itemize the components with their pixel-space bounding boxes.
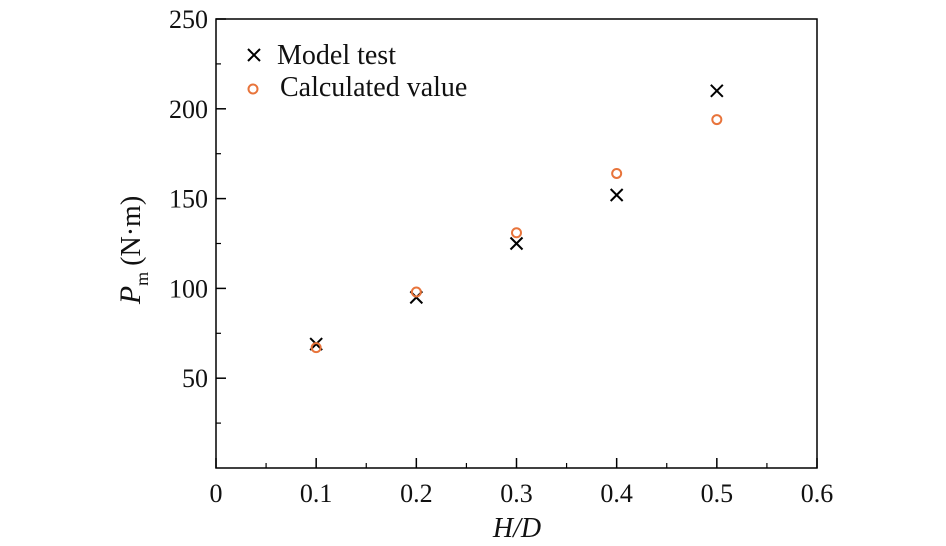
- legend-circle-marker: [247, 83, 259, 95]
- y-tick-label: 50: [182, 364, 208, 393]
- data-points: [309, 84, 724, 354]
- axis-ticks: [215, 18, 818, 468]
- y-tick-label: 250: [169, 5, 208, 34]
- x-tick-label: 0.2: [400, 479, 433, 508]
- y-tick-label: 100: [169, 274, 208, 303]
- legend-marker-calculated-value: [247, 83, 259, 95]
- y-axis-title-unit: (N·m): [116, 196, 147, 266]
- legend-marker-model-test: [247, 48, 261, 62]
- legend-x-marker: [247, 48, 261, 62]
- calculated-value-point: [711, 114, 723, 126]
- legend-label-calculated-value: Calculated value: [280, 72, 467, 103]
- y-axis-title-subscript: m: [132, 272, 152, 286]
- axis-tick-labels: 0 0.1 0.2 0.3 0.4 0.5 0.6 50 100 150 200 250: [169, 5, 833, 508]
- x-tick-label: 0.1: [300, 479, 333, 508]
- model-test-point: [609, 188, 624, 202]
- calculated-value-point: [511, 227, 522, 239]
- y-tick-label: 200: [169, 95, 208, 124]
- y-axis-title: Pm (N·m): [114, 196, 152, 305]
- x-tick-label: 0.6: [801, 479, 834, 508]
- model-test-point: [710, 84, 724, 98]
- y-tick-label: 150: [169, 185, 208, 214]
- model-test-point: [509, 236, 524, 251]
- x-axis-title: H/D: [492, 513, 541, 544]
- legend-label-model-test: Model test: [277, 40, 396, 71]
- x-tick-label: 0: [210, 479, 223, 508]
- svg-text:Pm(N·m): Pm (N·m): [114, 196, 152, 305]
- legend: Model test Calculated value: [247, 40, 467, 103]
- x-tick-label: 0.3: [500, 479, 533, 508]
- y-axis-title-main: P: [114, 286, 147, 305]
- calculated-value-point: [310, 342, 322, 354]
- x-tick-label: 0.4: [600, 479, 633, 508]
- calculated-value-point: [611, 167, 623, 179]
- x-tick-label: 0.5: [701, 479, 734, 508]
- calculated-value-point: [410, 286, 422, 298]
